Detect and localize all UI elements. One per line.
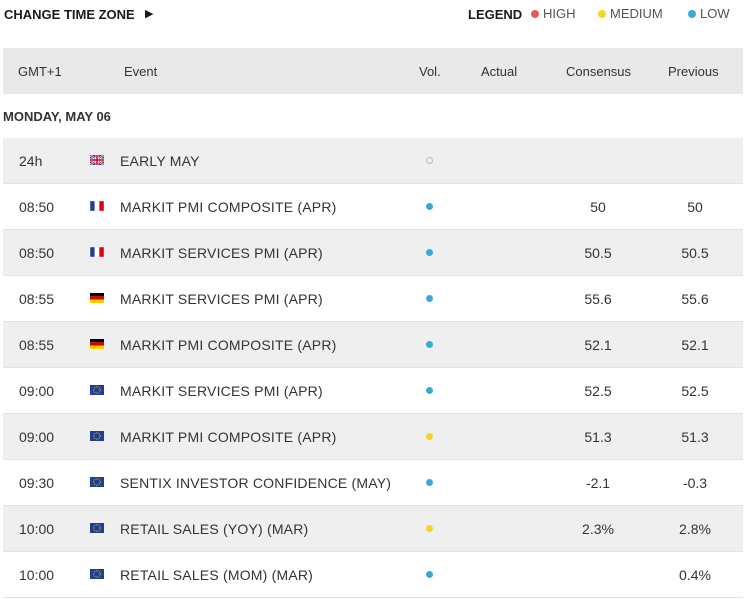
event-name[interactable]: MARKIT SERVICES PMI (APR) — [120, 383, 323, 399]
consensus-value: 55.6 — [584, 291, 612, 307]
event-time: 09:00 — [19, 383, 55, 399]
consensus-value: -2.1 — [585, 475, 611, 491]
eu-flag-icon — [90, 523, 104, 533]
legend-medium: MEDIUM — [598, 6, 663, 21]
previous-value: 0.4% — [679, 567, 711, 583]
calendar-toolbar: CHANGE TIME ZONE ▶ LEGEND HIGH MEDIUM LO… — [0, 0, 747, 30]
previous-value: -0.3 — [682, 475, 708, 491]
event-name[interactable]: EARLY MAY — [120, 153, 200, 169]
event-name[interactable]: SENTIX INVESTOR CONFIDENCE (MAY) — [120, 475, 392, 491]
volatility-low-dot-icon — [426, 295, 433, 302]
event-time: 10:00 — [19, 567, 55, 583]
consensus-value: 2.3% — [582, 521, 614, 537]
high-dot-icon — [531, 9, 539, 18]
legend-low: LOW — [688, 6, 730, 21]
consensus-value: 50.5 — [584, 245, 612, 261]
eu-flag-icon — [90, 431, 104, 441]
event-time: 10:00 — [19, 521, 55, 537]
legend-high-label: HIGH — [543, 6, 576, 21]
eu-flag-icon — [90, 477, 104, 487]
table-row[interactable]: 08:55 MARKIT PMI COMPOSITE (APR) 52.1 52.1 — [3, 322, 743, 368]
volatility-low-dot-icon — [426, 341, 433, 348]
column-header-previous: Previous — [668, 64, 719, 79]
events-table: 24h EARLY MAY 08:50 MARKIT PMI COMPOSITE (A… — [3, 138, 743, 598]
medium-dot-icon — [598, 9, 606, 18]
column-header-event: Event — [124, 64, 158, 79]
previous-value: 55.6 — [681, 291, 709, 307]
volatility-none-dot-icon — [426, 157, 433, 164]
table-header: GMT+1 Event Vol. Actual Consensus Previo… — [3, 48, 743, 94]
consensus-value: 52.5 — [584, 383, 612, 399]
day-heading: MONDAY, MAY 06 — [3, 109, 111, 124]
volatility-low-dot-icon — [426, 203, 433, 210]
previous-value: 50 — [687, 199, 703, 215]
france-flag-icon — [90, 247, 104, 257]
volatility-low-dot-icon — [426, 571, 433, 578]
legend-title: LEGEND — [468, 7, 523, 22]
table-row[interactable]: 09:30 SENTIX INVESTOR CONFIDENCE (MAY) -2.… — [3, 460, 743, 506]
event-time: 24h — [19, 153, 43, 169]
play-arrow-icon[interactable]: ▶ — [145, 8, 154, 20]
eu-flag-icon — [90, 385, 104, 395]
event-time: 08:50 — [19, 199, 55, 215]
low-dot-icon — [688, 9, 696, 18]
table-row[interactable]: 09:00 MARKIT PMI COMPOSITE (APR) 51.3 51.3 — [3, 414, 743, 460]
volatility-low-dot-icon — [426, 249, 433, 256]
event-name[interactable]: MARKIT PMI COMPOSITE (APR) — [120, 337, 337, 353]
table-row[interactable]: 08:50 MARKIT PMI COMPOSITE (APR) 50 50 — [3, 184, 743, 230]
volatility-low-dot-icon — [426, 387, 433, 394]
previous-value: 50.5 — [681, 245, 709, 261]
column-header-volatility: Vol. — [419, 64, 441, 79]
column-header-consensus: Consensus — [566, 64, 632, 79]
event-name[interactable]: MARKIT SERVICES PMI (APR) — [120, 245, 323, 261]
previous-value: 51.3 — [681, 429, 709, 445]
eu-flag-icon — [90, 569, 104, 579]
table-row[interactable]: 08:55 MARKIT SERVICES PMI (APR) 55.6 55.6 — [3, 276, 743, 322]
france-flag-icon — [90, 201, 104, 211]
event-time: 08:55 — [19, 337, 55, 353]
consensus-value: 52.1 — [584, 337, 612, 353]
table-row[interactable]: 10:00 RETAIL SALES (MOM) (MAR) 0.4% — [3, 552, 743, 598]
column-header-time: GMT+1 — [18, 64, 62, 79]
column-header-actual: Actual — [481, 64, 518, 79]
table-row[interactable]: 09:00 MARKIT SERVICES PMI (APR) 52.5 52.5 — [3, 368, 743, 414]
volatility-low-dot-icon — [426, 479, 433, 486]
germany-flag-icon — [90, 339, 104, 349]
volatility-medium-dot-icon — [426, 433, 433, 440]
event-name[interactable]: MARKIT PMI COMPOSITE (APR) — [120, 429, 337, 445]
legend-medium-label: MEDIUM — [610, 6, 663, 21]
event-time: 08:50 — [19, 245, 55, 261]
event-time: 08:55 — [19, 291, 55, 307]
volatility-medium-dot-icon — [426, 525, 433, 532]
table-row[interactable]: 08:50 MARKIT SERVICES PMI (APR) 50.5 50.5 — [3, 230, 743, 276]
event-time: 09:00 — [19, 429, 55, 445]
previous-value: 52.1 — [681, 337, 709, 353]
consensus-value: 50 — [590, 199, 606, 215]
previous-value: 52.5 — [681, 383, 709, 399]
germany-flag-icon — [90, 293, 104, 303]
change-time-zone-button[interactable]: CHANGE TIME ZONE — [4, 7, 135, 22]
event-name[interactable]: MARKIT PMI COMPOSITE (APR) — [120, 199, 337, 215]
table-row[interactable]: 10:00 RETAIL SALES (YOY) (MAR) 2.3% 2.8% — [3, 506, 743, 552]
legend-low-label: LOW — [700, 6, 730, 21]
uk-flag-icon — [90, 155, 104, 165]
event-name[interactable]: RETAIL SALES (MOM) (MAR) — [120, 567, 314, 583]
legend-high: HIGH — [531, 6, 576, 21]
previous-value: 2.8% — [679, 521, 711, 537]
event-name[interactable]: RETAIL SALES (YOY) (MAR) — [120, 521, 309, 537]
consensus-value: 51.3 — [584, 429, 612, 445]
event-time: 09:30 — [19, 475, 55, 491]
table-row[interactable]: 24h EARLY MAY — [3, 138, 743, 184]
event-name[interactable]: MARKIT SERVICES PMI (APR) — [120, 291, 323, 307]
